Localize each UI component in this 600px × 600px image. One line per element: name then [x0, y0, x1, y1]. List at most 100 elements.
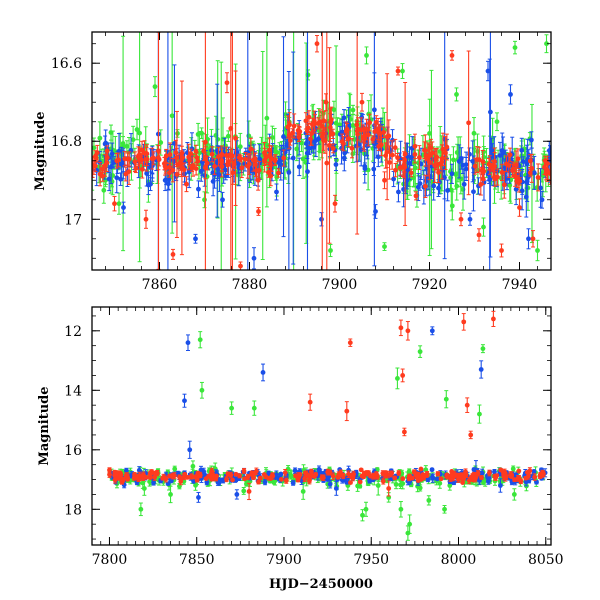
bottom-series0-point: [141, 471, 146, 479]
top-series1-longbar: [290, 51, 296, 265]
bottom-series0-outlier: [246, 482, 252, 501]
top-series0-point: [126, 151, 132, 167]
top-series0-point: [104, 145, 110, 157]
bottom-series2-outlier: [407, 514, 413, 534]
top-series0-longbar: [319, 32, 325, 270]
bottom-series0-point: [252, 470, 258, 476]
bottom-series1-point: [290, 480, 296, 486]
bottom-series2-point: [241, 487, 247, 495]
bottom-series0-point: [224, 476, 229, 483]
top-series0-point: [163, 148, 169, 163]
top-series0-point: [287, 135, 293, 146]
top-series0-outlier: [413, 191, 419, 201]
top-series2-outlier: [494, 112, 500, 132]
top-series0-point: [100, 170, 106, 182]
bottom-y-tick-label: 16: [64, 443, 82, 459]
top-x-tick-label: 7900: [322, 277, 358, 293]
bottom-series0-point: [107, 467, 112, 473]
bottom-series0-point: [330, 472, 336, 481]
bottom-y-axis-title: Magnitude: [37, 386, 52, 465]
top-series1-outlier: [148, 177, 153, 192]
bottom-series1-outlier: [333, 481, 339, 496]
top-series0-point: [392, 138, 398, 157]
top-series0-longbar: [324, 32, 330, 270]
top-series2-point: [300, 138, 306, 179]
bottom-series1-outlier: [196, 491, 201, 503]
top-series0-point: [494, 168, 500, 186]
bottom-series0-outlier: [344, 401, 350, 422]
bottom-series1-point: [278, 471, 284, 477]
top-series0-outlier: [170, 248, 176, 260]
top-series0-point: [360, 124, 366, 150]
bottom-series0-outlier: [461, 313, 467, 331]
bottom-series0-point: [233, 471, 239, 477]
top-series0-point: [209, 146, 215, 163]
bottom-series1-point: [273, 470, 279, 480]
bottom-series0-point: [460, 473, 465, 478]
top-series1-point: [371, 162, 377, 177]
top-series0-point: [142, 140, 147, 166]
top-series0-point: [262, 147, 268, 173]
bottom-series2-outlier: [168, 485, 173, 504]
bottom-series0-point: [207, 474, 213, 480]
top-series2-point: [449, 191, 455, 221]
top-series0-point: [253, 152, 258, 177]
top-series0-outlier: [332, 194, 338, 213]
bottom-series0-point: [383, 470, 389, 475]
top-points: [92, 32, 551, 270]
top-series1-outlier: [274, 183, 279, 201]
top-series1-point: [311, 141, 317, 154]
top-series0-outlier: [359, 92, 365, 112]
top-series2-point: [365, 149, 371, 191]
bottom-series2-outlier: [229, 401, 235, 415]
bottom-series0-point: [516, 468, 522, 474]
bottom-series2-outlier: [300, 483, 306, 500]
top-series2-longbar: [137, 32, 143, 263]
top-series1-outlier: [193, 233, 198, 244]
bottom-series0-point: [241, 468, 247, 474]
top-series0-longbar: [156, 32, 161, 270]
top-x-tick-label: 7940: [502, 277, 538, 293]
bottom-series0-point: [113, 473, 119, 479]
top-series0-point: [310, 117, 315, 132]
bottom-series1-outlier: [478, 360, 484, 379]
top-series2-point: [225, 130, 231, 142]
bottom-ticks: 7800 7850 7900 7950 8000 8050 12 14 16 18: [64, 307, 564, 568]
top-series0-point: [303, 112, 309, 130]
top-series0-longbar: [384, 73, 390, 201]
top-series2-outlier: [202, 191, 207, 209]
bottom-series0-point: [340, 472, 346, 480]
bottom-series0-point: [336, 471, 342, 478]
top-series0-outlier: [436, 161, 441, 184]
top-series2-outlier: [134, 118, 140, 141]
bottom-series0-point: [389, 470, 395, 476]
top-series2-outlier: [350, 104, 356, 116]
top-series0-point: [349, 138, 355, 159]
top-series0-point: [136, 153, 141, 162]
bottom-series0-outlier: [401, 427, 407, 437]
bottom-series2-point: [190, 460, 196, 473]
bottom-series0-point: [400, 476, 406, 482]
top-series0-point: [285, 115, 291, 139]
top-series1-point: [531, 155, 537, 190]
top-series0-outlier: [143, 209, 149, 229]
bottom-series0-point: [407, 473, 412, 479]
top-series0-point: [276, 168, 281, 178]
bottom-series1-point: [292, 467, 298, 474]
top-series0-point: [330, 143, 336, 154]
bottom-series2-outlier: [197, 331, 203, 349]
top-series0-outlier: [224, 72, 230, 94]
top-series0-outlier: [238, 261, 243, 270]
top-series0-outlier: [184, 176, 189, 193]
bottom-series0-point: [449, 471, 455, 479]
bottom-series1-point: [531, 469, 537, 474]
top-series1-point: [339, 131, 344, 165]
bottom-series1-point: [123, 467, 129, 474]
bottom-series2-outlier: [141, 481, 147, 496]
bottom-series0-point: [435, 471, 441, 477]
top-series2-outlier: [382, 242, 387, 251]
bottom-series0-point: [313, 471, 319, 477]
bottom-points: [107, 310, 548, 541]
top-series0-longbar: [327, 47, 332, 244]
top-series0-point: [93, 153, 99, 162]
